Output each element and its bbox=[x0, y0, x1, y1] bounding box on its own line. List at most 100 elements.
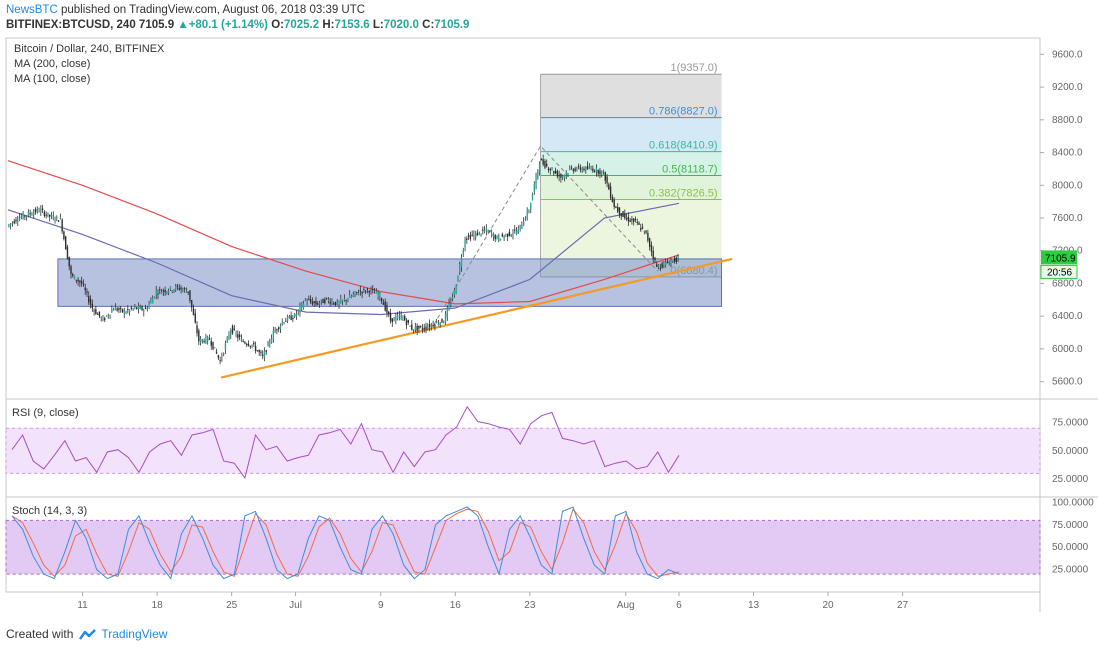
candle-body bbox=[237, 334, 239, 338]
candle-body bbox=[648, 238, 651, 247]
price-tick-label: 6000.0 bbox=[1052, 344, 1083, 355]
candle-body bbox=[480, 233, 482, 236]
low-label: L: bbox=[372, 19, 384, 31]
candle-body bbox=[302, 303, 305, 308]
ma100-legend: MA (100, close) bbox=[14, 73, 90, 85]
candle-body bbox=[215, 351, 218, 354]
candle-body bbox=[352, 294, 354, 297]
candle-body bbox=[411, 324, 413, 330]
candle-body bbox=[652, 250, 654, 259]
author-link[interactable]: NewsBTC bbox=[6, 4, 58, 16]
candle-body bbox=[590, 168, 592, 170]
candle-body bbox=[558, 174, 560, 177]
candle-body bbox=[650, 244, 653, 252]
candle-body bbox=[130, 307, 133, 309]
candle-body bbox=[281, 322, 283, 325]
candle-body bbox=[283, 322, 285, 324]
candle-body bbox=[79, 280, 81, 283]
candle-body bbox=[617, 207, 619, 212]
price-tick-label: 8800.0 bbox=[1052, 115, 1083, 126]
candle-body bbox=[533, 184, 535, 192]
price-tick-label: 5600.0 bbox=[1052, 377, 1083, 388]
candle-body bbox=[91, 303, 94, 309]
candle-body bbox=[128, 309, 131, 313]
candle-body bbox=[173, 289, 175, 291]
candle-body bbox=[565, 172, 567, 176]
candle-body bbox=[373, 292, 376, 294]
candle-body bbox=[299, 305, 301, 313]
candle-body bbox=[673, 257, 676, 262]
candle-body bbox=[217, 355, 220, 358]
candle-body bbox=[366, 288, 369, 290]
candle-body bbox=[604, 172, 606, 181]
rsi-tick-label: 25.0000 bbox=[1052, 474, 1089, 485]
candle-body bbox=[540, 158, 543, 161]
candle-body bbox=[483, 230, 486, 232]
candle-body bbox=[50, 214, 53, 217]
candle-body bbox=[364, 291, 367, 293]
candle-body bbox=[409, 325, 411, 327]
candle-body bbox=[258, 350, 260, 353]
candle-body bbox=[167, 290, 170, 293]
candle-body bbox=[348, 294, 351, 299]
candle-body bbox=[285, 320, 287, 322]
tradingview-link[interactable]: TradingView bbox=[79, 627, 167, 641]
candle-body bbox=[155, 290, 157, 296]
candle-body bbox=[80, 281, 83, 284]
time-tick-label: 6 bbox=[676, 600, 682, 611]
price-tick-label: 9600.0 bbox=[1052, 49, 1083, 60]
candle-body bbox=[277, 327, 280, 330]
footer: Created with TradingView bbox=[6, 626, 167, 642]
candle-body bbox=[451, 297, 454, 299]
fib-zone-3 bbox=[540, 175, 722, 200]
candle-body bbox=[538, 163, 541, 172]
candle-body bbox=[501, 234, 504, 237]
current-price-label: 7105.9 bbox=[1045, 253, 1076, 264]
candle-body bbox=[224, 343, 227, 351]
candle-body bbox=[402, 317, 404, 319]
tradingview-logo-icon bbox=[79, 628, 97, 640]
candle-body bbox=[340, 299, 342, 304]
candle-body bbox=[428, 324, 431, 328]
candle-body bbox=[178, 287, 180, 290]
candle-body bbox=[64, 236, 67, 250]
candle-body bbox=[663, 262, 665, 266]
candle-body bbox=[556, 171, 559, 177]
candle-body bbox=[611, 196, 614, 202]
candle-body bbox=[499, 238, 502, 241]
candle-body bbox=[521, 225, 523, 229]
candle-body bbox=[116, 308, 118, 311]
rsi-title: RSI (9, close) bbox=[12, 407, 79, 419]
candle-body bbox=[444, 313, 447, 323]
candle-body bbox=[205, 336, 207, 343]
candle-body bbox=[380, 298, 383, 302]
candle-body bbox=[336, 301, 338, 305]
candle-body bbox=[375, 291, 378, 294]
candle-body bbox=[329, 301, 331, 304]
stoch-k-line bbox=[11, 506, 680, 580]
candle-body bbox=[182, 289, 184, 292]
candle-body bbox=[274, 330, 276, 333]
chart-canvas[interactable]: 1(9357.0) 0.786(8827.0) 0.618(8410.9) 0.5(8… bbox=[0, 36, 1100, 621]
candle-body bbox=[135, 307, 138, 309]
candle-body bbox=[311, 301, 314, 305]
candle-body bbox=[159, 289, 161, 291]
candle-body bbox=[270, 338, 273, 344]
candle-body bbox=[214, 347, 216, 349]
candle-body bbox=[510, 234, 512, 237]
candle-body bbox=[522, 221, 525, 227]
candle-body bbox=[166, 291, 168, 294]
candle-body bbox=[343, 298, 346, 301]
candle-body bbox=[134, 306, 136, 308]
candle-body bbox=[615, 206, 617, 208]
candle-body bbox=[105, 315, 108, 317]
time-tick-label: 27 bbox=[897, 600, 909, 611]
candle-body bbox=[260, 351, 262, 353]
countdown-badge bbox=[1040, 264, 1078, 279]
candle-body bbox=[96, 313, 99, 315]
candle-body bbox=[230, 329, 232, 335]
candle-body bbox=[372, 288, 374, 290]
candle-body bbox=[61, 219, 63, 232]
candle-body bbox=[531, 193, 534, 201]
candle-body bbox=[192, 308, 195, 316]
